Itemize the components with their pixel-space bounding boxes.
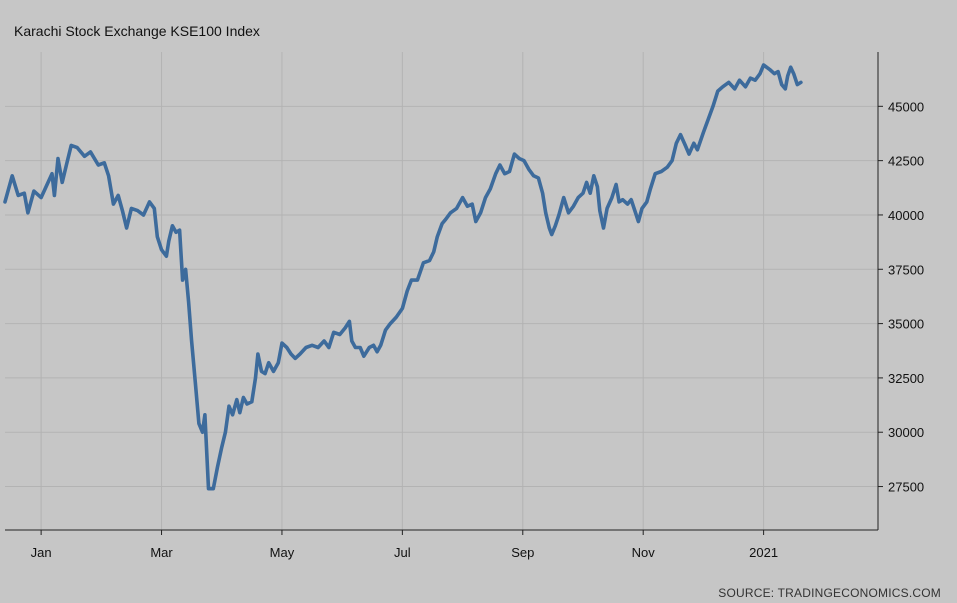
y-tick-label: 32500 <box>888 371 924 386</box>
y-tick-label: 35000 <box>888 317 924 332</box>
series-line <box>3 63 803 491</box>
chart-title: Karachi Stock Exchange KSE100 Index <box>14 23 260 39</box>
x-tick-label: Jan <box>31 545 52 560</box>
y-tick-label: 30000 <box>888 425 924 440</box>
y-tick-label: 27500 <box>888 480 924 495</box>
y-tick-label: 42500 <box>888 154 924 169</box>
x-tick-label: 2021 <box>749 545 778 560</box>
x-tick-label: May <box>270 545 295 560</box>
x-tick-label: Sep <box>511 545 534 560</box>
tick-labels: 27500 30000 32500 35000 37500 40000 42500 45000… <box>31 99 925 560</box>
x-tick-label: Nov <box>632 545 656 560</box>
y-tick-label: 37500 <box>888 262 924 277</box>
x-tick-label: Jul <box>394 545 411 560</box>
x-tick-label: Mar <box>150 545 173 560</box>
axes <box>5 52 883 535</box>
source-note: SOURCE: TRADINGECONOMICS.COM <box>718 586 941 600</box>
y-tick-label: 45000 <box>888 99 924 114</box>
y-tick-label: 40000 <box>888 208 924 223</box>
grid <box>5 52 878 530</box>
series-layer <box>3 63 803 491</box>
